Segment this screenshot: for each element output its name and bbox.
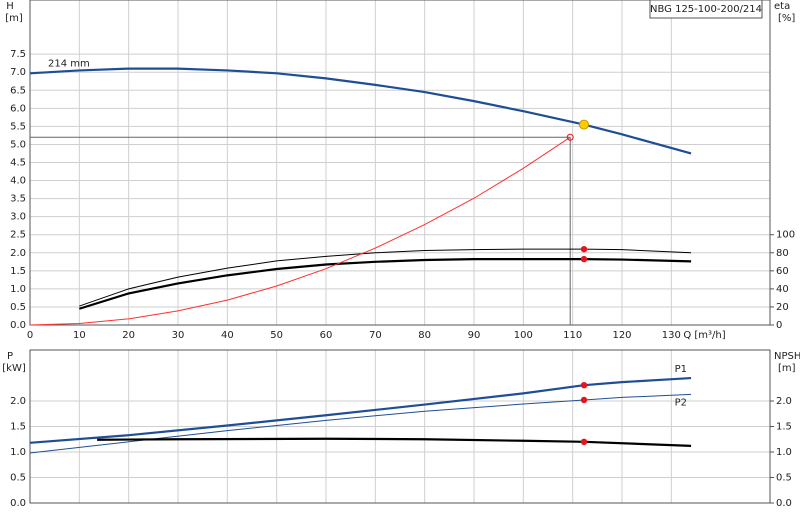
y-tick-label: 5.0 [10, 139, 26, 150]
x-tick-label: 100 [514, 330, 533, 341]
y-tick-label: 4.5 [10, 158, 26, 169]
y-tick-label: 0.5 [10, 302, 26, 313]
y-tick-label: 7.5 [10, 49, 26, 60]
series-line [29, 393, 692, 454]
x-tick-label: 20 [122, 330, 135, 341]
y-tick-label: 1.5 [10, 422, 26, 433]
y-tick-label: 0.0 [10, 320, 26, 331]
y-tick-label: 3.5 [10, 194, 26, 205]
y2-axis-unit: [m] [778, 363, 796, 374]
y2-tick-label: 0.0 [776, 498, 792, 509]
x-tick-label: 60 [320, 330, 333, 341]
x-tick-label: 130 [662, 330, 681, 341]
y-axis-unit: [kW] [2, 363, 26, 374]
y-tick-label: 3.0 [10, 212, 26, 223]
y2-tick-label: 0.5 [776, 473, 792, 484]
title-box [649, 0, 763, 19]
y-tick-label: 2.0 [10, 248, 26, 259]
y2-tick-label: 1.0 [776, 447, 792, 458]
y-axis-unit: [m] [5, 13, 23, 24]
x-tick-label: 50 [270, 330, 283, 341]
y-tick-label: 5.5 [10, 121, 26, 132]
series-line [29, 376, 692, 444]
duty-marker [580, 438, 588, 445]
y-tick-label: 1.5 [10, 266, 26, 277]
chart-title: NBG 125-100-200/214 [650, 4, 762, 15]
duty-point [579, 119, 590, 130]
x-tick-label: 110 [563, 330, 582, 341]
y-tick-label: 2.5 [10, 230, 26, 241]
series-label: P1 [675, 364, 687, 375]
y-tick-label: 6.5 [10, 85, 26, 96]
duty-marker [580, 396, 588, 404]
x-tick-label: 30 [172, 330, 185, 341]
y2-tick-label: 20 [776, 302, 789, 313]
y2-tick-label: 2.0 [776, 396, 792, 407]
y-tick-label: 0.0 [10, 498, 26, 509]
series-line [79, 248, 692, 307]
y2-tick-label: 100 [776, 230, 795, 241]
y2-tick-label: 40 [776, 284, 789, 295]
reference-point [566, 133, 574, 141]
plot-frame [29, 349, 771, 504]
y-tick-label: 0.5 [10, 473, 26, 484]
y2-tick-label: 1.5 [776, 422, 792, 433]
y2-axis-label: eta [774, 1, 790, 12]
x-tick-label: 40 [221, 330, 234, 341]
x-tick-label: 90 [468, 330, 481, 341]
series-line [79, 257, 692, 310]
y-axis-label: P [7, 351, 13, 362]
plot-frame [29, 0, 771, 326]
series-line [97, 437, 692, 447]
y-tick-label: 4.0 [10, 176, 26, 187]
duty-marker [580, 255, 588, 263]
x-tick-label: 10 [73, 330, 86, 341]
x-axis-label: Q [m³/h] [683, 330, 725, 341]
y2-tick-label: 0 [776, 320, 782, 331]
y-tick-label: 1.0 [10, 284, 26, 295]
duty-marker [580, 381, 588, 389]
y2-tick-label: 80 [776, 248, 789, 259]
y-axis-label: H [6, 1, 14, 12]
x-tick-label: 80 [418, 330, 431, 341]
duty-marker [580, 245, 588, 253]
y2-tick-label: 60 [776, 266, 789, 277]
series-line [29, 136, 571, 326]
x-tick-label: 70 [369, 330, 382, 341]
y-tick-label: 1.0 [10, 447, 26, 458]
y-tick-label: 2.0 [10, 396, 26, 407]
y-tick-label: 6.0 [10, 103, 26, 114]
x-tick-label: 120 [612, 330, 631, 341]
y2-axis-unit: [%] [778, 13, 795, 24]
x-tick-label: 0 [27, 330, 33, 341]
series-label: P2 [675, 397, 687, 408]
y-tick-label: 7.0 [10, 67, 26, 78]
y2-axis-label: NPSH [774, 351, 800, 362]
series-label: 214 mm [48, 58, 90, 69]
